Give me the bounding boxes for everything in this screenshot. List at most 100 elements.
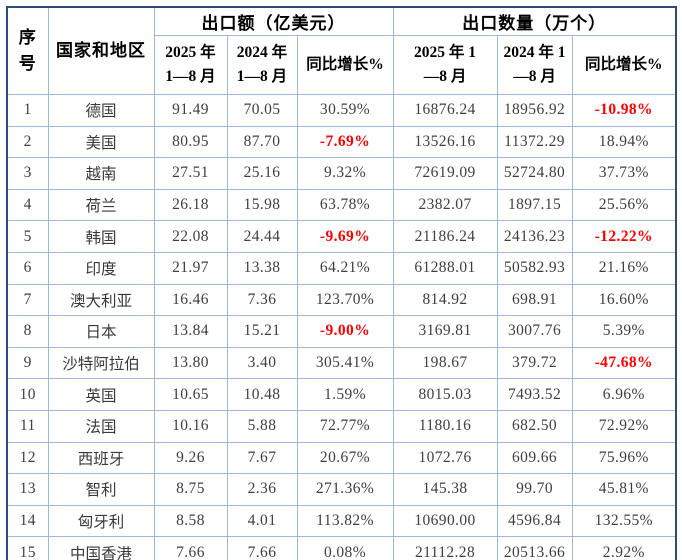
cell-export-qty-2024: 4596.84 (496, 504, 573, 538)
cell-export-qty-2024: 682.50 (496, 409, 573, 443)
cell-export-qty-2024: 609.66 (496, 441, 573, 475)
cell-export-value-2024: 25.16 (226, 157, 298, 190)
cell-country: 越南 (47, 157, 155, 190)
cell-country: 西班牙 (47, 441, 155, 475)
header-qty-2024: 2024 年 1 —8 月 (496, 35, 573, 95)
table-body: 1 德国 91.49 70.05 30.59% 16876.24 18956.9… (6, 94, 677, 560)
cell-export-value-2025: 9.26 (153, 441, 228, 475)
cell-export-qty-2025: 16876.24 (392, 94, 498, 127)
cell-export-qty-2025: 21112.28 (392, 536, 498, 560)
cell-export-value-growth: -7.69% (296, 125, 394, 159)
cell-export-qty-2025: 61288.01 (392, 251, 498, 285)
cell-export-qty-2025: 1180.16 (392, 409, 498, 443)
cell-export-value-2025: 16.46 (153, 283, 228, 317)
header-group-export-value: 出口额（亿美元） (153, 6, 394, 36)
cell-export-value-2025: 8.75 (153, 473, 228, 506)
cell-export-value-2025: 26.18 (153, 188, 228, 222)
cell-export-value-2024: 15.21 (226, 315, 298, 348)
cell-rank: 11 (6, 409, 49, 443)
cell-export-value-growth: 64.21% (296, 251, 394, 285)
cell-export-value-2024: 7.36 (226, 283, 298, 317)
table-row: 10 英国 10.65 10.48 1.59% 8015.03 7493.52 … (6, 378, 677, 411)
cell-rank: 14 (6, 504, 49, 538)
cell-country: 澳大利亚 (47, 283, 155, 317)
cell-export-qty-2025: 10690.00 (392, 504, 498, 538)
cell-export-value-growth: 72.77% (296, 409, 394, 443)
cell-export-qty-2025: 198.67 (392, 346, 498, 380)
header-country: 国家和地区 (47, 6, 155, 95)
cell-country: 智利 (47, 473, 155, 506)
cell-export-value-growth: 63.78% (296, 188, 394, 222)
cell-country: 法国 (47, 409, 155, 443)
cell-export-qty-growth: 25.56% (571, 188, 677, 222)
header-value-2024: 2024 年 1—8 月 (226, 35, 298, 95)
cell-rank: 5 (6, 220, 49, 253)
table-row: 15 中国香港 7.66 7.66 0.08% 21112.28 20513.6… (6, 536, 677, 560)
header-qty-2025: 2025 年 1 —8 月 (392, 35, 498, 95)
header-group-export-quantity: 出口数量（万个） (392, 6, 677, 36)
cell-export-value-growth: 0.08% (296, 536, 394, 560)
cell-country: 韩国 (47, 220, 155, 253)
table-row: 7 澳大利亚 16.46 7.36 123.70% 814.92 698.91 … (6, 283, 677, 317)
table-row: 14 匈牙利 8.58 4.01 113.82% 10690.00 4596.8… (6, 504, 677, 538)
cell-export-value-growth: 30.59% (296, 94, 394, 127)
cell-export-qty-growth: 2.92% (571, 536, 677, 560)
cell-rank: 13 (6, 473, 49, 506)
cell-export-qty-2025: 3169.81 (392, 315, 498, 348)
cell-export-value-2025: 91.49 (153, 94, 228, 127)
cell-export-value-growth: 123.70% (296, 283, 394, 317)
cell-export-value-2024: 7.66 (226, 536, 298, 560)
cell-export-value-2024: 10.48 (226, 378, 298, 411)
cell-export-qty-growth: -10.98% (571, 94, 677, 127)
cell-export-qty-growth: -47.68% (571, 346, 677, 380)
cell-export-qty-growth: 37.73% (571, 157, 677, 190)
cell-export-qty-2024: 50582.93 (496, 251, 573, 285)
cell-country: 沙特阿拉伯 (47, 346, 155, 380)
cell-export-qty-2024: 18956.92 (496, 94, 573, 127)
cell-export-qty-2025: 21186.24 (392, 220, 498, 253)
cell-country: 英国 (47, 378, 155, 411)
table-row: 12 西班牙 9.26 7.67 20.67% 1072.76 609.66 7… (6, 441, 677, 475)
cell-export-value-2024: 2.36 (226, 473, 298, 506)
cell-export-qty-2025: 72619.09 (392, 157, 498, 190)
cell-rank: 9 (6, 346, 49, 380)
cell-country: 荷兰 (47, 188, 155, 222)
header-qty-growth: 同比增长% (571, 35, 677, 95)
cell-export-value-growth: 9.32% (296, 157, 394, 190)
cell-export-qty-growth: 72.92% (571, 409, 677, 443)
cell-export-qty-growth: 5.39% (571, 315, 677, 348)
cell-country: 美国 (47, 125, 155, 159)
cell-export-qty-growth: 18.94% (571, 125, 677, 159)
cell-export-qty-2024: 20513.66 (496, 536, 573, 560)
cell-export-qty-growth: 45.81% (571, 473, 677, 506)
export-statistics-table: 序 号 国家和地区 出口额（亿美元） 出口数量（万个） 2025 年 1—8 月… (6, 6, 678, 560)
cell-export-qty-2025: 2382.07 (392, 188, 498, 222)
table-row: 4 荷兰 26.18 15.98 63.78% 2382.07 1897.15 … (6, 188, 677, 222)
cell-rank: 15 (6, 536, 49, 560)
cell-export-value-2024: 15.98 (226, 188, 298, 222)
cell-export-qty-growth: 16.60% (571, 283, 677, 317)
cell-export-value-2025: 8.58 (153, 504, 228, 538)
cell-export-qty-2024: 698.91 (496, 283, 573, 317)
table-row: 2 美国 80.95 87.70 -7.69% 13526.16 11372.2… (6, 125, 677, 159)
cell-export-value-2024: 13.38 (226, 251, 298, 285)
cell-export-qty-2025: 13526.16 (392, 125, 498, 159)
cell-rank: 12 (6, 441, 49, 475)
cell-export-qty-growth: 132.55% (571, 504, 677, 538)
cell-export-value-2025: 13.80 (153, 346, 228, 380)
cell-export-qty-2024: 7493.52 (496, 378, 573, 411)
cell-export-value-2025: 7.66 (153, 536, 228, 560)
cell-export-value-2024: 7.67 (226, 441, 298, 475)
cell-export-qty-2025: 8015.03 (392, 378, 498, 411)
cell-export-qty-2024: 99.70 (496, 473, 573, 506)
table-row: 6 印度 21.97 13.38 64.21% 61288.01 50582.9… (6, 251, 677, 285)
cell-export-qty-2024: 1897.15 (496, 188, 573, 222)
cell-country: 中国香港 (47, 536, 155, 560)
cell-export-value-growth: 113.82% (296, 504, 394, 538)
cell-export-value-growth: 271.36% (296, 473, 394, 506)
cell-country: 日本 (47, 315, 155, 348)
cell-export-value-growth: 20.67% (296, 441, 394, 475)
cell-rank: 2 (6, 125, 49, 159)
cell-export-value-2025: 13.84 (153, 315, 228, 348)
